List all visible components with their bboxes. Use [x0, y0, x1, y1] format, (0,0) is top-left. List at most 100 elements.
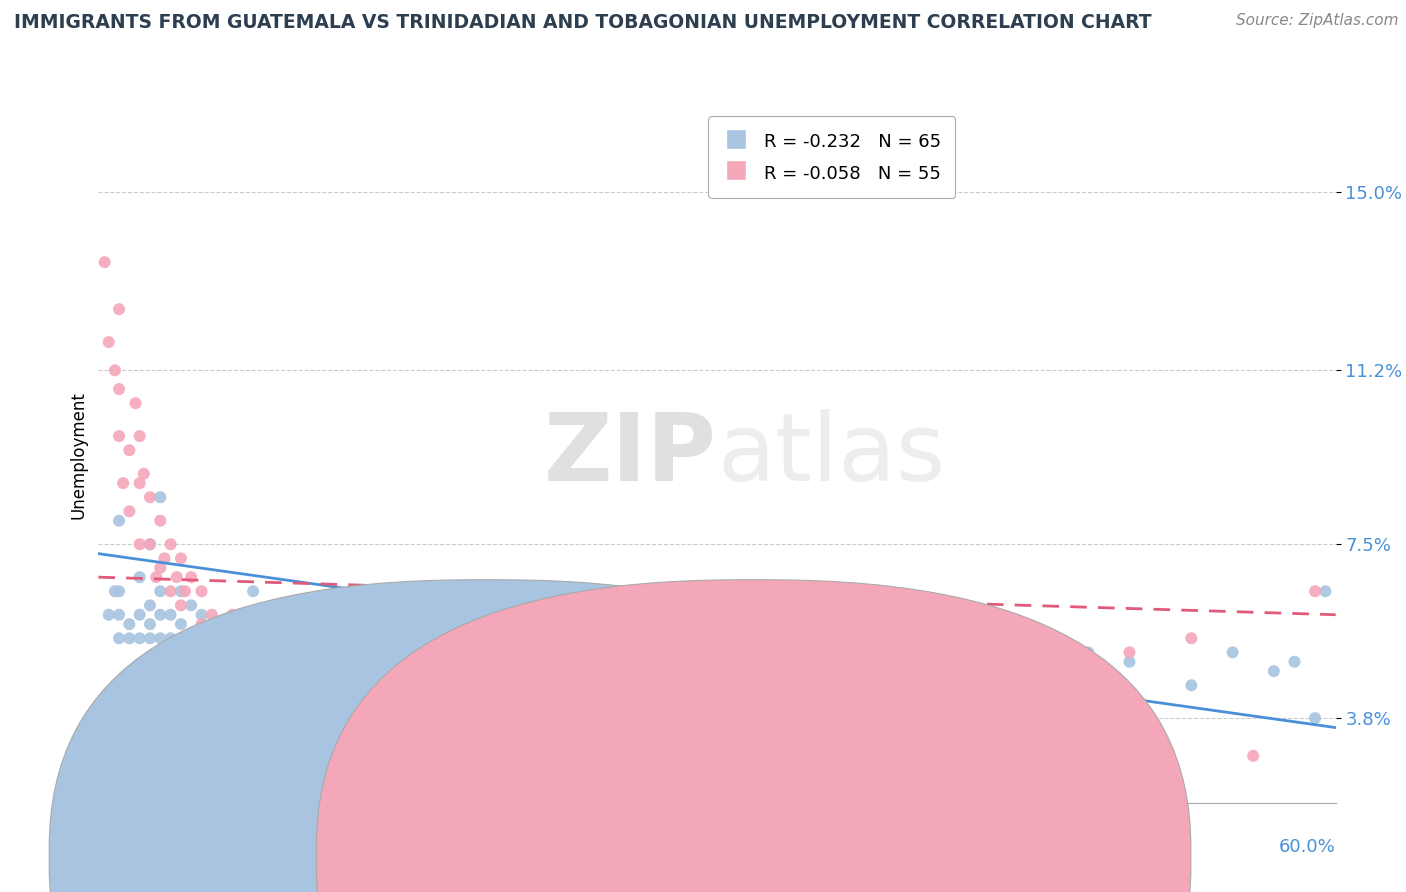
Point: [232, 632, 254, 646]
Point: [541, 632, 564, 646]
Point: [112, 476, 135, 491]
Point: [458, 617, 481, 632]
Point: [1303, 711, 1326, 725]
Point: [870, 725, 893, 739]
Point: [1263, 664, 1285, 678]
Point: [747, 632, 769, 646]
Point: [190, 617, 212, 632]
Point: [170, 617, 193, 632]
Point: [132, 467, 155, 481]
Point: [706, 645, 728, 659]
Legend: R = -0.232   N = 65, R = -0.058   N = 55: R = -0.232 N = 65, R = -0.058 N = 55: [709, 116, 956, 198]
Point: [808, 617, 831, 632]
Point: [294, 617, 316, 632]
Point: [97, 335, 120, 350]
Point: [118, 617, 141, 632]
Point: [139, 632, 162, 646]
Point: [252, 617, 274, 632]
Point: [93, 255, 115, 269]
Point: [128, 632, 150, 646]
Point: [1303, 584, 1326, 599]
Point: [665, 632, 688, 646]
Point: [1222, 645, 1244, 659]
Point: [1241, 748, 1264, 763]
Point: [159, 537, 181, 551]
Point: [149, 632, 172, 646]
Text: ZIP: ZIP: [544, 409, 717, 501]
Point: [221, 607, 243, 622]
Point: [458, 617, 481, 632]
Point: [108, 514, 131, 528]
Point: [170, 599, 193, 613]
Point: [1077, 692, 1099, 706]
Point: [149, 584, 172, 599]
Point: [149, 560, 172, 574]
Point: [104, 584, 127, 599]
Point: [108, 302, 131, 317]
Point: [1015, 664, 1038, 678]
Point: [128, 570, 150, 584]
Point: [418, 645, 440, 659]
Point: [104, 363, 127, 377]
Point: [1077, 645, 1099, 659]
Point: [159, 607, 181, 622]
Point: [252, 607, 274, 622]
Point: [418, 607, 440, 622]
Point: [166, 570, 188, 584]
Point: [211, 617, 233, 632]
Point: [582, 632, 605, 646]
Point: [159, 632, 181, 646]
Y-axis label: Unemployment: Unemployment: [69, 391, 87, 519]
Point: [665, 632, 688, 646]
Point: [170, 645, 193, 659]
Point: [124, 396, 146, 410]
Point: [335, 632, 357, 646]
Point: [128, 537, 150, 551]
Point: [108, 632, 131, 646]
Point: [180, 599, 202, 613]
Point: [1180, 632, 1202, 646]
Point: [139, 537, 162, 551]
Point: [499, 617, 522, 632]
Point: [953, 655, 976, 669]
Text: atlas: atlas: [717, 409, 945, 501]
Point: [1180, 678, 1202, 692]
Point: [149, 607, 172, 622]
Point: [541, 632, 564, 646]
Point: [128, 607, 150, 622]
Point: [603, 607, 626, 622]
Text: Source: ZipAtlas.com: Source: ZipAtlas.com: [1236, 13, 1399, 29]
Point: [375, 617, 398, 632]
Point: [170, 551, 193, 566]
Point: [499, 607, 522, 622]
Point: [153, 551, 176, 566]
Point: [97, 607, 120, 622]
Point: [149, 645, 172, 659]
Point: [170, 584, 193, 599]
Point: [118, 632, 141, 646]
Point: [912, 739, 935, 754]
Point: [139, 490, 162, 504]
Point: [314, 607, 336, 622]
Point: [1118, 645, 1140, 659]
Point: [139, 617, 162, 632]
Point: [145, 570, 167, 584]
Point: [808, 617, 831, 632]
Point: [139, 599, 162, 613]
Point: [174, 584, 197, 599]
Point: [108, 429, 131, 443]
Point: [211, 617, 233, 632]
Point: [396, 632, 419, 646]
Point: [294, 617, 316, 632]
Point: [1015, 664, 1038, 678]
Point: [1284, 655, 1306, 669]
Point: [1315, 584, 1337, 599]
Point: [870, 664, 893, 678]
Point: [180, 632, 202, 646]
Point: [706, 617, 728, 632]
Point: [273, 632, 295, 646]
Text: 60.0%: 60.0%: [1279, 838, 1336, 856]
Point: [118, 504, 141, 518]
Point: [149, 514, 172, 528]
Point: [180, 570, 202, 584]
